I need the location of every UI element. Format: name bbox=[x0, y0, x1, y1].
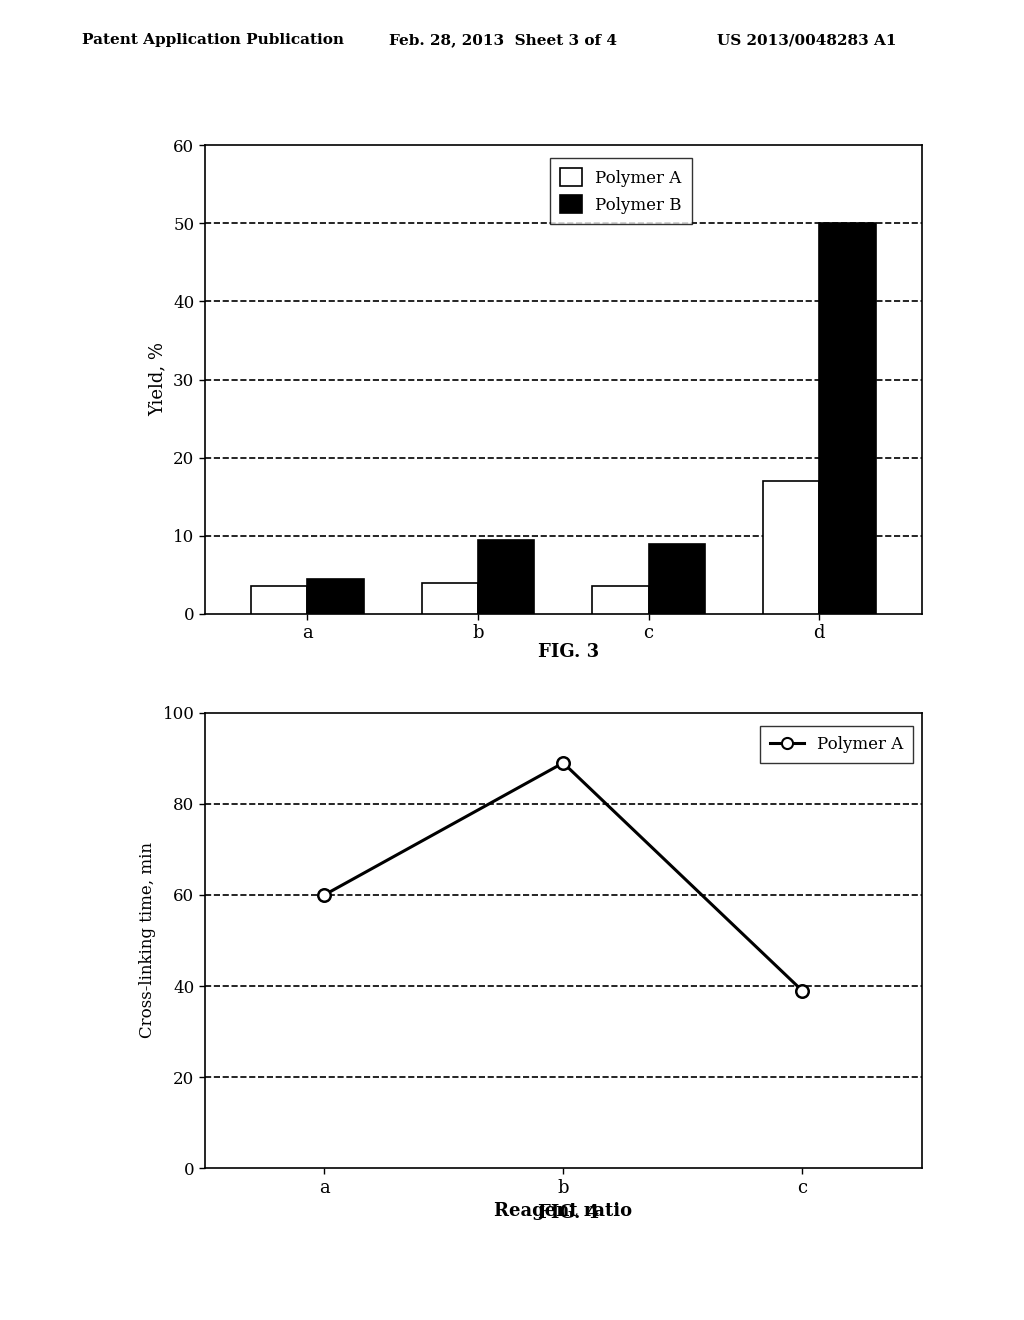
Y-axis label: Cross-linking time, min: Cross-linking time, min bbox=[138, 842, 156, 1039]
Legend: Polymer A, Polymer B: Polymer A, Polymer B bbox=[550, 158, 691, 224]
Bar bbox=[422, 582, 478, 614]
Text: US 2013/0048283 A1: US 2013/0048283 A1 bbox=[717, 33, 896, 48]
X-axis label: Reagent ratio: Reagent ratio bbox=[495, 1203, 632, 1220]
Bar bbox=[592, 586, 648, 614]
Y-axis label: Yield, %: Yield, % bbox=[148, 342, 166, 417]
Bar bbox=[251, 586, 307, 614]
Text: Patent Application Publication: Patent Application Publication bbox=[82, 33, 344, 48]
Legend: Polymer A: Polymer A bbox=[761, 726, 913, 763]
Text: Feb. 28, 2013  Sheet 3 of 4: Feb. 28, 2013 Sheet 3 of 4 bbox=[389, 33, 617, 48]
Bar bbox=[763, 480, 819, 614]
Bar bbox=[307, 578, 364, 614]
Text: FIG. 4: FIG. 4 bbox=[538, 1204, 599, 1222]
Text: FIG. 3: FIG. 3 bbox=[538, 643, 599, 661]
Bar bbox=[478, 540, 535, 614]
Bar bbox=[819, 223, 876, 614]
Bar bbox=[648, 544, 705, 614]
